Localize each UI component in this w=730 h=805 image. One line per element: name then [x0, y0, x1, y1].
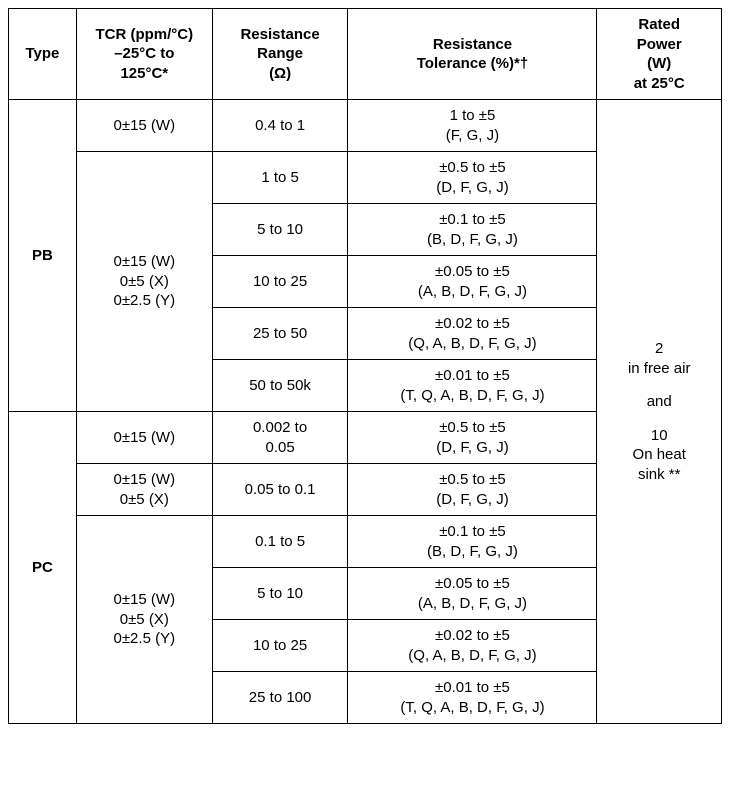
power-line: in free air — [605, 359, 713, 379]
header-power-line1: Rated — [605, 15, 713, 35]
tcr-cell: 0±15 (W) — [76, 412, 212, 464]
tolerance-cell: ±0.05 to ±5 (A, B, D, F, G, J) — [348, 256, 597, 308]
tol-line: (D, F, G, J) — [356, 490, 588, 510]
tolerance-cell: ±0.5 to ±5 (D, F, G, J) — [348, 152, 597, 204]
tcr-line: 0±15 (W) — [85, 252, 204, 272]
range-cell: 0.002 to 0.05 — [212, 412, 348, 464]
tol-line: ±0.02 to ±5 — [356, 314, 588, 334]
tcr-line: 0±5 (X) — [85, 610, 204, 630]
tcr-cell: 0±15 (W) 0±5 (X) 0±2.5 (Y) — [76, 516, 212, 724]
spec-table: Type TCR (ppm/°C) –25°C to 125°C* Resist… — [8, 8, 722, 724]
tcr-line: 0±2.5 (Y) — [85, 629, 204, 649]
tol-line: (T, Q, A, B, D, F, G, J) — [356, 386, 588, 406]
tolerance-cell: ±0.1 to ±5 (B, D, F, G, J) — [348, 516, 597, 568]
header-row: Type TCR (ppm/°C) –25°C to 125°C* Resist… — [9, 9, 722, 100]
tcr-line: 0±5 (X) — [85, 272, 204, 292]
power-spacer — [605, 412, 713, 426]
tcr-cell: 0±15 (W) 0±5 (X) 0±2.5 (Y) — [76, 152, 212, 412]
tolerance-cell: ±0.01 to ±5 (T, Q, A, B, D, F, G, J) — [348, 360, 597, 412]
tolerance-cell: ±0.01 to ±5 (T, Q, A, B, D, F, G, J) — [348, 672, 597, 724]
range-line: 0.002 to — [221, 418, 340, 438]
header-power: Rated Power (W) at 25°C — [597, 9, 722, 100]
tol-line: ±0.01 to ±5 — [356, 678, 588, 698]
header-power-line3: (W) — [605, 54, 713, 74]
tol-line: ±0.05 to ±5 — [356, 574, 588, 594]
type-pb: PB — [9, 100, 77, 412]
type-pc: PC — [9, 412, 77, 724]
tcr-cell: 0±15 (W) — [76, 100, 212, 152]
header-tolerance: Resistance Tolerance (%)*† — [348, 9, 597, 100]
tol-line: ±0.5 to ±5 — [356, 418, 588, 438]
tol-line: ±0.5 to ±5 — [356, 470, 588, 490]
header-range-line3: (Ω) — [221, 64, 340, 84]
range-cell: 0.4 to 1 — [212, 100, 348, 152]
tolerance-cell: ±0.1 to ±5 (B, D, F, G, J) — [348, 204, 597, 256]
header-range: Resistance Range (Ω) — [212, 9, 348, 100]
range-cell: 10 to 25 — [212, 620, 348, 672]
header-tol-line1: Resistance — [356, 35, 588, 55]
tol-line: ±0.02 to ±5 — [356, 626, 588, 646]
tol-line: (A, B, D, F, G, J) — [356, 282, 588, 302]
tol-line: (F, G, J) — [356, 126, 588, 146]
tol-line: (B, D, F, G, J) — [356, 230, 588, 250]
tol-line: (Q, A, B, D, F, G, J) — [356, 334, 588, 354]
tol-line: (D, F, G, J) — [356, 438, 588, 458]
header-tcr-line3: 125°C* — [85, 64, 204, 84]
range-cell: 10 to 25 — [212, 256, 348, 308]
tolerance-cell: ±0.5 to ±5 (D, F, G, J) — [348, 464, 597, 516]
power-line: sink ** — [605, 465, 713, 485]
tcr-line: 0±15 (W) — [85, 590, 204, 610]
tolerance-cell: ±0.05 to ±5 (A, B, D, F, G, J) — [348, 568, 597, 620]
tol-line: (T, Q, A, B, D, F, G, J) — [356, 698, 588, 718]
tolerance-cell: ±0.02 to ±5 (Q, A, B, D, F, G, J) — [348, 308, 597, 360]
tol-line: ±0.05 to ±5 — [356, 262, 588, 282]
header-tcr: TCR (ppm/°C) –25°C to 125°C* — [76, 9, 212, 100]
tol-line: ±0.1 to ±5 — [356, 210, 588, 230]
power-line: and — [605, 392, 713, 412]
header-type: Type — [9, 9, 77, 100]
tol-line: (Q, A, B, D, F, G, J) — [356, 646, 588, 666]
power-line: On heat — [605, 445, 713, 465]
header-range-line2: Range — [221, 44, 340, 64]
tcr-line: 0±5 (X) — [85, 490, 204, 510]
tol-line: (D, F, G, J) — [356, 178, 588, 198]
tol-line: ±0.1 to ±5 — [356, 522, 588, 542]
header-range-line1: Resistance — [221, 25, 340, 45]
range-cell: 25 to 50 — [212, 308, 348, 360]
range-cell: 25 to 100 — [212, 672, 348, 724]
tolerance-cell: ±0.5 to ±5 (D, F, G, J) — [348, 412, 597, 464]
power-line: 10 — [605, 426, 713, 446]
tcr-line: 0±15 (W) — [85, 470, 204, 490]
tolerance-cell: 1 to ±5 (F, G, J) — [348, 100, 597, 152]
range-line: 0.05 — [221, 438, 340, 458]
range-cell: 1 to 5 — [212, 152, 348, 204]
range-cell: 0.1 to 5 — [212, 516, 348, 568]
tol-line: ±0.5 to ±5 — [356, 158, 588, 178]
range-cell: 50 to 50k — [212, 360, 348, 412]
power-cell: 2 in free air and 10 On heat sink ** — [597, 100, 722, 724]
range-cell: 5 to 10 — [212, 568, 348, 620]
header-tol-line2: Tolerance (%)*† — [356, 54, 588, 74]
tolerance-cell: ±0.02 to ±5 (Q, A, B, D, F, G, J) — [348, 620, 597, 672]
header-power-line2: Power — [605, 35, 713, 55]
header-power-line4: at 25°C — [605, 74, 713, 94]
tol-line: (A, B, D, F, G, J) — [356, 594, 588, 614]
tol-line: ±0.01 to ±5 — [356, 366, 588, 386]
tol-line: 1 to ±5 — [356, 106, 588, 126]
header-tcr-line1: TCR (ppm/°C) — [85, 25, 204, 45]
header-tcr-line2: –25°C to — [85, 44, 204, 64]
tcr-line: 0±2.5 (Y) — [85, 291, 204, 311]
range-cell: 5 to 10 — [212, 204, 348, 256]
tol-line: (B, D, F, G, J) — [356, 542, 588, 562]
tcr-cell: 0±15 (W) 0±5 (X) — [76, 464, 212, 516]
table-row: PB 0±15 (W) 0.4 to 1 1 to ±5 (F, G, J) 2… — [9, 100, 722, 152]
power-line: 2 — [605, 339, 713, 359]
range-cell: 0.05 to 0.1 — [212, 464, 348, 516]
power-spacer — [605, 378, 713, 392]
